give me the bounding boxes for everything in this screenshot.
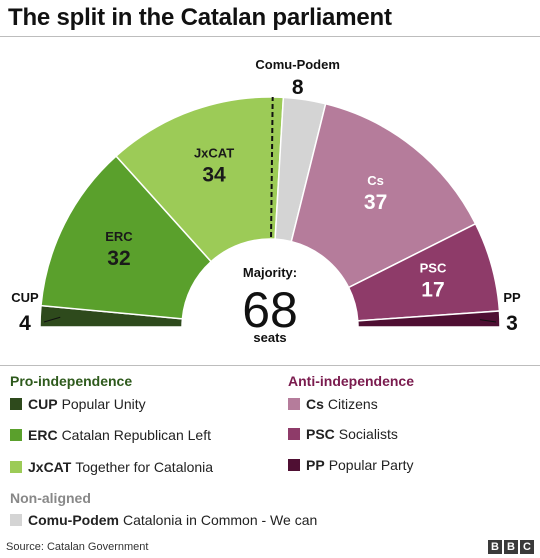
seat-segment-erc (40, 155, 213, 320)
legend-party-abbr: PSC (306, 426, 335, 442)
legend-swatch (10, 429, 22, 441)
label-pp: PP (503, 290, 521, 305)
legend-party-abbr: Comu-Podem (28, 512, 119, 528)
majority-value: 68 (242, 282, 298, 338)
logo-letter: C (520, 540, 534, 554)
seat-segment-jxcat (115, 96, 285, 263)
logo-letter: B (504, 540, 518, 554)
legend-party-name: Together for Catalonia (75, 459, 214, 475)
seats-jxcat: 34 (202, 164, 226, 187)
bbc-logo: B B C (488, 540, 534, 554)
source-note: Source: Catalan Government (6, 541, 149, 553)
legend-party-abbr: CUP (28, 396, 58, 412)
legend-item-psc: PSC Socialists (288, 426, 398, 442)
seats-cup: 4 (19, 312, 31, 335)
legend-party-name: Socialists (338, 426, 398, 442)
label-jxcat: JxCAT (194, 146, 234, 161)
legend-item-jxcat: JxCAT Together for Catalonia (10, 459, 213, 475)
leader-cup (43, 316, 61, 323)
legend-swatch (10, 398, 22, 410)
legend-party-abbr: JxCAT (28, 459, 72, 475)
seats-cs: 37 (364, 191, 387, 214)
leader-pp (479, 319, 497, 323)
label-cup: CUP (11, 290, 39, 305)
seats-comu-podem: 8 (292, 76, 304, 99)
logo-letter: B (488, 540, 502, 554)
legend-item-cup: CUP Popular Unity (10, 396, 146, 412)
legend-item-erc: ERC Catalan Republican Left (10, 427, 211, 443)
seat-segment-cs (290, 102, 477, 289)
legend-party-name: Catalonia in Common - We can (123, 512, 318, 528)
label-erc: ERC (105, 229, 133, 244)
seats-erc: 32 (107, 247, 130, 270)
legend-party-name: Catalan Republican Left (61, 427, 211, 443)
label-cs: Cs (367, 173, 384, 188)
legend-party-name: Citizens (327, 396, 378, 412)
legend-swatch (10, 461, 22, 473)
chart-title: The split in the Catalan parliament (8, 4, 392, 31)
legend-group-non-title: Non-aligned (10, 490, 91, 506)
seats-pp: 3 (506, 312, 518, 335)
legend-divider (0, 365, 540, 366)
legend-item-pp: PP Popular Party (288, 457, 414, 473)
seat-segment-pp (356, 310, 501, 328)
legend-swatch (288, 459, 300, 471)
label-psc: PSC (420, 260, 447, 275)
legend-swatch (10, 514, 22, 526)
majority-unit: seats (253, 330, 286, 345)
legend-party-name: Popular Unity (61, 396, 146, 412)
legend-party-abbr: ERC (28, 427, 58, 443)
legend-party-name: Popular Party (328, 457, 414, 473)
legend-party-abbr: Cs (306, 396, 324, 412)
legend-party-abbr: PP (306, 457, 325, 473)
legend-swatch (288, 428, 300, 440)
legend-group-anti-title: Anti-independence (288, 373, 415, 389)
majority-label: Majority: (243, 265, 297, 280)
label-comu-podem: Comu-Podem (255, 57, 340, 72)
legend-group-pro-title: Pro-independence (10, 373, 133, 389)
legend-item-cs: Cs Citizens (288, 396, 378, 412)
legend-item-comu-podem: Comu-Podem Catalonia in Common - We can (10, 512, 317, 528)
legend-swatch (288, 398, 300, 410)
seats-psc: 17 (421, 278, 444, 301)
title-divider (0, 36, 540, 37)
majority-line (270, 97, 274, 238)
